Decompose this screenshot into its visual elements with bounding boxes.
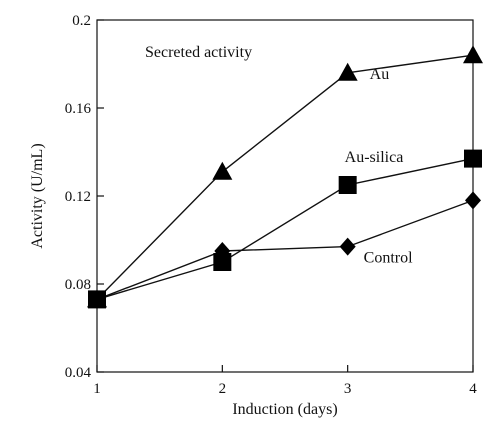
plot-frame: [96, 19, 474, 373]
point-au-silica-4: [464, 149, 482, 168]
series-label-au-silica: Au-silica: [345, 149, 404, 166]
series-line-au-silica: [96, 157, 474, 301]
series-label-au: Au: [370, 66, 390, 83]
point-au-silica-2: [213, 253, 232, 271]
point-au-3: [337, 62, 358, 81]
point-control-1: [89, 290, 105, 309]
y-tick-label: 0.2: [72, 13, 91, 29]
point-au-silica-3: [338, 176, 357, 194]
y-tick-label: 0.12: [65, 189, 91, 205]
y-tick-label: 0.08: [65, 277, 91, 293]
y-axis-label: Activity (U/mL): [29, 143, 46, 248]
chart-annotation: Secreted activity: [145, 44, 252, 61]
point-au-2: [212, 161, 233, 180]
x-axis-label: Induction (days): [232, 401, 337, 418]
y-tick-label: 0.04: [65, 365, 92, 381]
series-label-control: Control: [364, 250, 413, 267]
series-line-au: [96, 54, 474, 300]
series-line-control: [96, 199, 474, 301]
x-tick-label: 1: [93, 381, 101, 397]
point-control-4: [465, 191, 481, 210]
point-au-4: [463, 45, 483, 64]
x-tick-label: 3: [344, 381, 352, 397]
point-control-3: [339, 237, 356, 256]
y-tick-label: 0.16: [65, 101, 92, 117]
x-tick-label: 2: [219, 381, 227, 397]
point-control-2: [214, 242, 231, 260]
x-tick-label: 4: [469, 381, 477, 397]
